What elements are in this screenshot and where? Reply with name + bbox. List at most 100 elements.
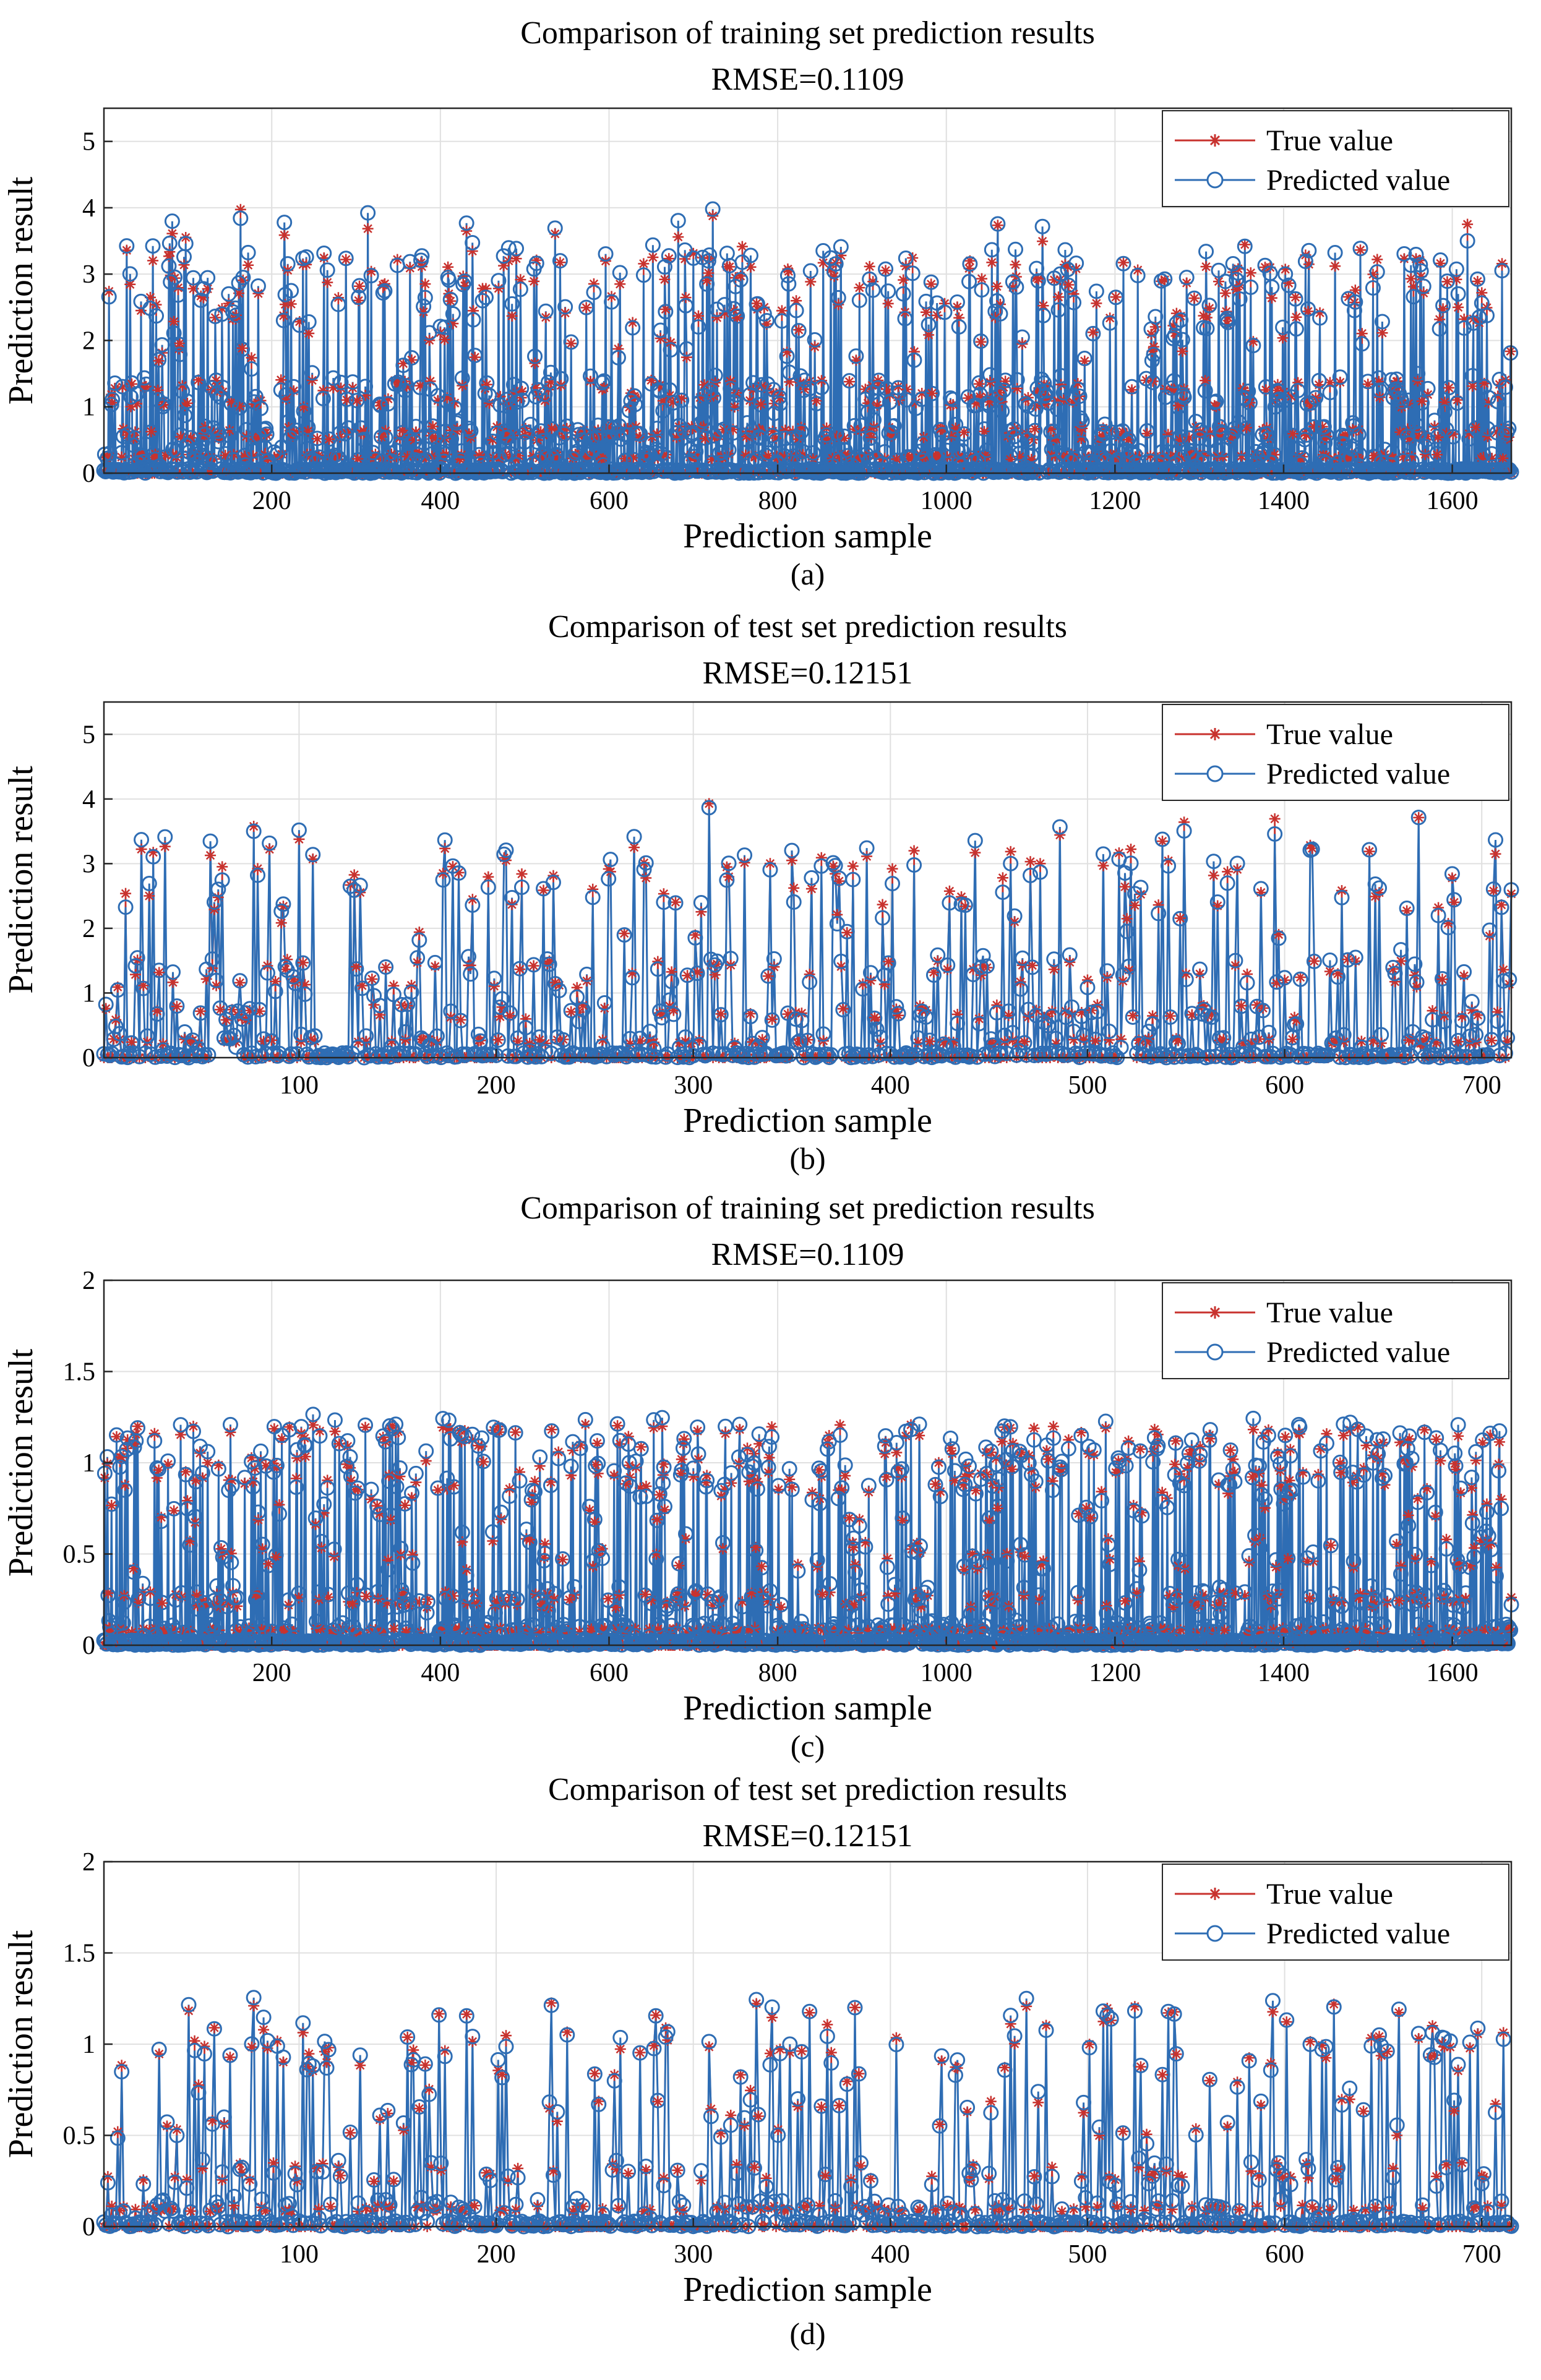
true-value-point — [1198, 310, 1209, 322]
predicted-value-point — [990, 216, 1006, 232]
predicted-value-point — [1480, 390, 1496, 406]
true-value-point — [1091, 298, 1102, 309]
predicted-value-point — [690, 319, 706, 335]
predicted-value-point — [114, 379, 131, 395]
true-value-point — [975, 336, 987, 348]
predicted-value-point — [555, 1032, 571, 1048]
predicted-value-point — [1462, 1029, 1478, 1045]
true-value-point — [666, 966, 677, 978]
predicted-value-point — [653, 322, 669, 338]
true-value-point — [105, 1623, 116, 1635]
true-value-point — [1370, 891, 1381, 902]
true-value-point — [797, 449, 809, 461]
true-value-point — [375, 400, 387, 412]
predicted-value-point — [1501, 972, 1517, 988]
predicted-value-point — [1230, 265, 1246, 281]
true-value-point — [1472, 1009, 1483, 1021]
predicted-value-point — [286, 379, 302, 395]
predicted-value-markers — [96, 800, 1519, 1066]
predicted-value-point — [650, 961, 666, 977]
predicted-value-point — [1464, 993, 1480, 1009]
predicted-value-point — [304, 365, 320, 381]
predicted-value-point — [1350, 427, 1367, 443]
predicted-value-point — [1456, 964, 1472, 980]
y-tick-label: 5 — [82, 721, 95, 749]
predicted-value-point — [1083, 1004, 1099, 1021]
true-value-point — [121, 244, 132, 256]
predicted-value-point — [604, 294, 620, 310]
predicted-value-point — [716, 421, 732, 437]
predicted-value-point — [1130, 267, 1146, 283]
true-value-point — [1156, 275, 1167, 287]
predicted-value-point — [825, 855, 841, 871]
true-value-point — [953, 312, 965, 323]
true-value-point — [1435, 257, 1446, 269]
predicted-value-point — [1071, 388, 1088, 405]
predicted-value-point — [585, 889, 601, 905]
true-value-point — [672, 231, 684, 243]
true-value-point — [805, 883, 817, 895]
true-value-point — [515, 274, 526, 286]
predicted-value-point — [1024, 959, 1041, 975]
predicted-value-point — [625, 320, 641, 336]
true-value-point — [963, 392, 974, 404]
true-value-point — [1104, 1034, 1115, 1046]
predicted-value-point — [684, 425, 700, 441]
predicted-value-point — [1459, 233, 1475, 249]
predicted-value-point — [1050, 401, 1066, 417]
true-value-point — [689, 929, 701, 941]
true-value-point — [745, 261, 757, 273]
true-value-point — [1287, 1034, 1298, 1045]
predicted-value-point — [463, 966, 479, 982]
predicted-value-point — [230, 1003, 246, 1019]
true-value-point — [1005, 453, 1016, 465]
predicted-value-point — [716, 297, 732, 313]
true-value-point — [1443, 382, 1455, 394]
true-value-point — [729, 401, 740, 413]
true-value-point — [862, 397, 874, 409]
predicted-value-point — [1160, 435, 1176, 451]
predicted-value-point — [232, 973, 248, 989]
predicted-value-point — [1328, 1030, 1344, 1047]
predicted-value-point — [1141, 1024, 1157, 1040]
true-value-point — [483, 397, 495, 409]
true-value-point — [116, 381, 128, 393]
predicted-value-point — [1008, 241, 1024, 257]
true-value-point — [494, 1011, 506, 1022]
predicted-value-point — [1277, 266, 1294, 282]
true-value-point — [290, 426, 302, 438]
true-value-point — [469, 351, 481, 363]
predicted-value-point — [993, 1045, 1009, 1061]
predicted-value-point — [1099, 963, 1115, 979]
true-value-point — [640, 872, 652, 884]
predicted-value-point — [797, 372, 813, 388]
predicted-value-point — [1267, 826, 1283, 842]
true-value-point — [976, 273, 987, 285]
predicted-value-point — [395, 1045, 411, 1061]
predicted-value-point — [851, 293, 867, 309]
predicted-value-point — [956, 426, 972, 442]
true-value-point — [1126, 384, 1138, 396]
true-value-point — [679, 253, 691, 265]
predicted-value-point — [790, 1034, 806, 1050]
true-value-point — [1295, 972, 1307, 983]
predicted-value-point — [191, 374, 207, 390]
predicted-value-point — [813, 379, 830, 395]
predicted-value-point — [143, 424, 159, 440]
true-value-point — [624, 1038, 636, 1050]
predicted-value-point — [163, 274, 179, 290]
true-value-point — [614, 278, 626, 290]
true-value-point — [546, 422, 557, 434]
predicted-value-point — [972, 387, 988, 403]
predicted-value-point — [1312, 310, 1328, 326]
predicted-value-point — [1009, 372, 1025, 388]
true-value-point — [1181, 277, 1193, 289]
predicted-value-point — [578, 299, 595, 315]
predicted-value-point — [998, 1045, 1015, 1061]
true-value-point — [1253, 1034, 1265, 1045]
true-value-point — [530, 382, 541, 394]
true-value-point — [706, 453, 718, 465]
predicted-value-point — [937, 304, 953, 320]
true-value-point — [1105, 424, 1117, 435]
true-value-point — [549, 228, 561, 240]
